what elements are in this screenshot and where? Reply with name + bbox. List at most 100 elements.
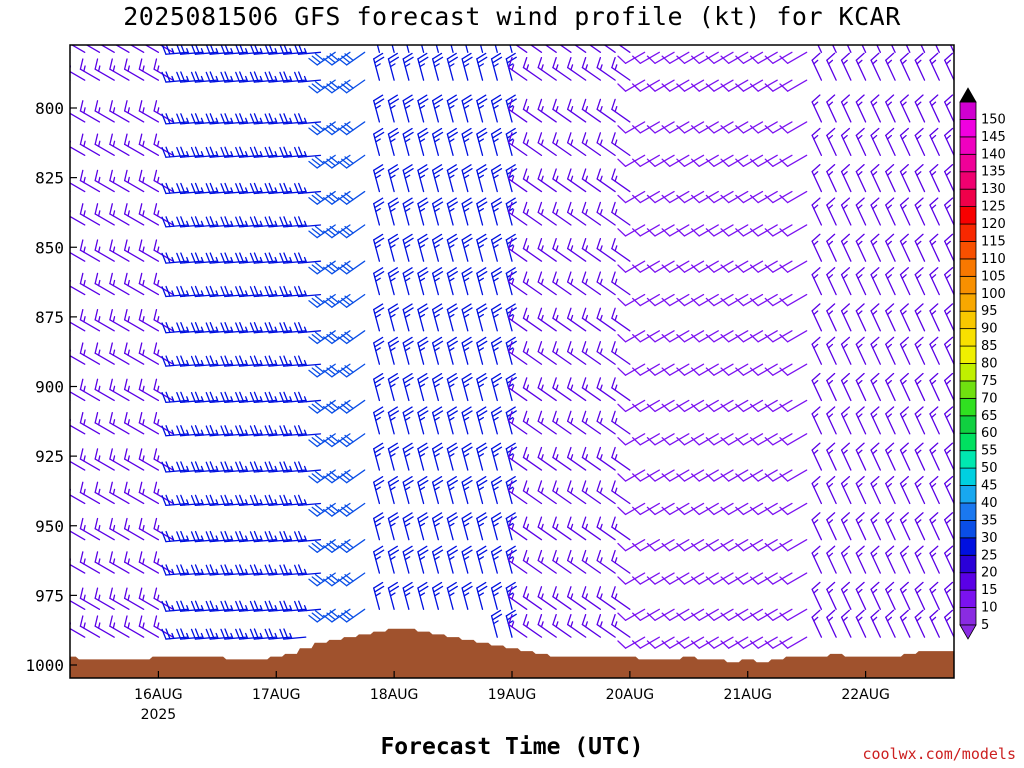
- barb-feather: [326, 506, 336, 515]
- barb-feather: [268, 113, 274, 125]
- barb-half-feather: [142, 558, 145, 565]
- barb-feather: [476, 336, 487, 344]
- barb-feather: [373, 197, 384, 205]
- barb-staff: [70, 285, 86, 296]
- barb-feather: [344, 122, 354, 131]
- wind-barb: [94, 517, 115, 541]
- barb-half-feather: [1020, 275, 1024, 278]
- barb-feather: [886, 25, 894, 32]
- wind-barb: [294, 252, 322, 264]
- barb-feather: [264, 425, 270, 437]
- barb-half-feather: [435, 36, 439, 39]
- barb-half-feather: [991, 33, 995, 36]
- barb-feather: [446, 512, 457, 520]
- barb-feather: [507, 29, 516, 34]
- barb-staff: [70, 45, 86, 53]
- barb-feather: [153, 272, 158, 285]
- barb-feather: [417, 303, 428, 311]
- barb-feather: [109, 308, 113, 321]
- wind-barb: [323, 363, 351, 378]
- barb-half-feather: [478, 277, 485, 282]
- barb-half-feather: [448, 347, 455, 352]
- barb-feather: [253, 391, 259, 403]
- barb-feather: [138, 342, 143, 354]
- barb-staff: [1018, 344, 1024, 364]
- barb-feather: [80, 31, 82, 41]
- barb-feather: [323, 300, 333, 308]
- barb-feather: [433, 307, 444, 315]
- wind-barb: [387, 164, 400, 193]
- barb-half-feather: [156, 246, 160, 253]
- barb-feather: [373, 52, 384, 60]
- barb-half-feather: [1005, 205, 1009, 208]
- barb-feather: [447, 516, 458, 523]
- barb-half-feather: [230, 256, 234, 264]
- barb-feather: [224, 216, 230, 228]
- barb-feather: [418, 585, 429, 593]
- barb-feather: [323, 545, 333, 553]
- wind-barb: [417, 233, 429, 262]
- barb-feather: [337, 439, 348, 448]
- barb-half-feather: [448, 208, 455, 213]
- barb-feather: [326, 83, 336, 92]
- barb-feather: [373, 545, 384, 553]
- barb-feather: [329, 401, 340, 410]
- barb-half-feather: [448, 244, 455, 249]
- barb-half-feather: [289, 256, 293, 264]
- barb-feather: [1018, 374, 1024, 381]
- barb-half-feather: [142, 488, 145, 496]
- barb-half-feather: [449, 36, 453, 39]
- barb-half-feather: [289, 151, 293, 158]
- barb-half-feather: [274, 568, 278, 575]
- barb-feather: [298, 530, 304, 542]
- barb-half-feather: [1020, 241, 1024, 244]
- wind-barb: [461, 267, 473, 296]
- barb-feather: [477, 410, 488, 418]
- barb-half-feather: [303, 499, 308, 506]
- barb-feather: [477, 56, 488, 64]
- barb-feather: [431, 197, 443, 205]
- barb-feather: [283, 216, 289, 228]
- barb-half-feather: [230, 499, 234, 506]
- barb-feather: [462, 479, 473, 487]
- barb-half-feather: [200, 396, 205, 403]
- barb-feather: [326, 194, 336, 203]
- barb-half-feather: [186, 151, 190, 158]
- wind-barb: [387, 512, 400, 541]
- barb-feather: [478, 29, 487, 34]
- wind-barb: [1004, 477, 1013, 504]
- wind-barb: [308, 260, 336, 275]
- wind-barb: [446, 476, 458, 505]
- wind-barb: [373, 581, 385, 610]
- wind-barb: [402, 581, 414, 610]
- wind-barb: [446, 373, 458, 402]
- barb-half-feather: [419, 383, 426, 388]
- barb-half-feather: [375, 174, 381, 179]
- barb-feather: [161, 113, 167, 125]
- barb-feather: [373, 303, 384, 311]
- barb-feather: [402, 373, 413, 380]
- barb-feather: [94, 448, 99, 460]
- barb-feather: [387, 512, 398, 520]
- barb-half-feather: [97, 419, 101, 426]
- barb-half-feather: [156, 594, 160, 601]
- barb-half-feather: [215, 187, 219, 194]
- barb-half-feather: [419, 208, 426, 213]
- barb-feather: [448, 29, 457, 34]
- barb-staff: [974, 60, 983, 80]
- barb-half-feather: [404, 277, 411, 282]
- barb-feather: [387, 545, 398, 553]
- barb-feather: [323, 614, 333, 623]
- barb-feather: [418, 307, 429, 315]
- barb-feather: [239, 425, 245, 437]
- barb-half-feather: [112, 524, 116, 532]
- barb-feather: [311, 125, 322, 133]
- wind-barb: [1018, 513, 1024, 540]
- barb-feather: [462, 585, 473, 593]
- barb-half-feather: [448, 174, 455, 179]
- barb-half-feather: [200, 632, 205, 640]
- barb-feather: [341, 473, 351, 482]
- wind-barb: [94, 239, 115, 262]
- barb-feather: [294, 146, 300, 158]
- barb-half-feather: [200, 465, 205, 472]
